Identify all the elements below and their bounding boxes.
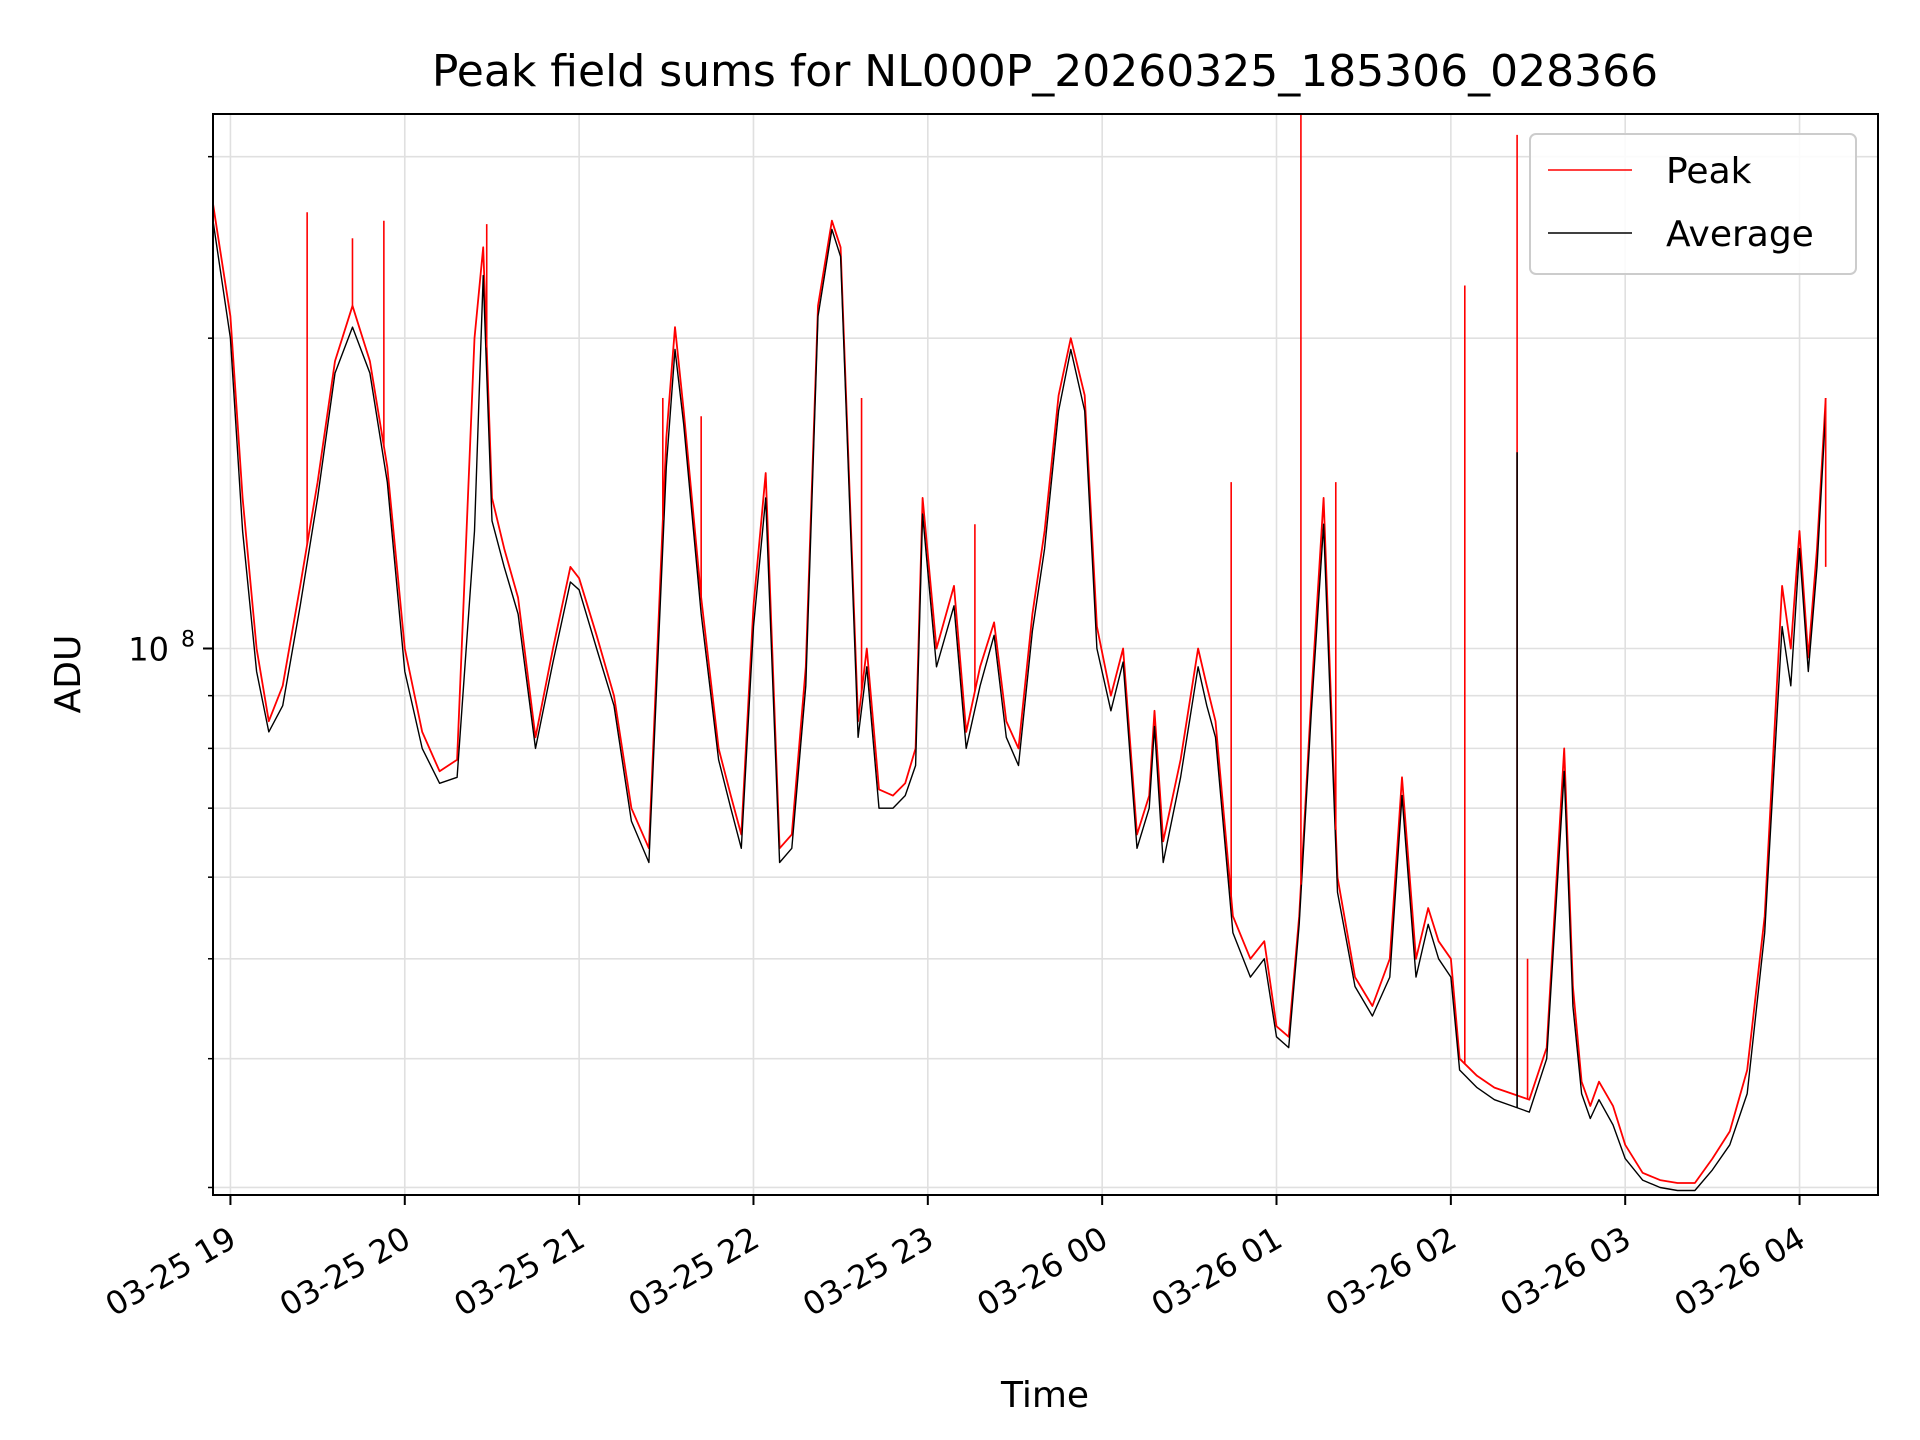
legend-average-label: Average	[1666, 214, 1814, 255]
y-axis-label: ADU	[48, 635, 89, 714]
chart-title: Peak field sums for NL000P_20260325_1853…	[432, 46, 1658, 97]
legend-box	[1529, 133, 1857, 275]
legend-peak-label: Peak	[1666, 151, 1752, 192]
x-axis-label: Time	[1000, 1375, 1089, 1416]
y-tick-exponent: 8	[181, 627, 195, 652]
series-line-peak	[213, 203, 1827, 1184]
plot-frame	[212, 113, 1879, 1196]
series-line-average	[213, 220, 1827, 1192]
series-group	[213, 114, 1827, 1192]
y-tick-label: 10	[128, 630, 169, 668]
y-axis: 10 8	[128, 155, 213, 1189]
series-layer	[213, 114, 1827, 1192]
legend: Peak Average	[1529, 133, 1857, 275]
